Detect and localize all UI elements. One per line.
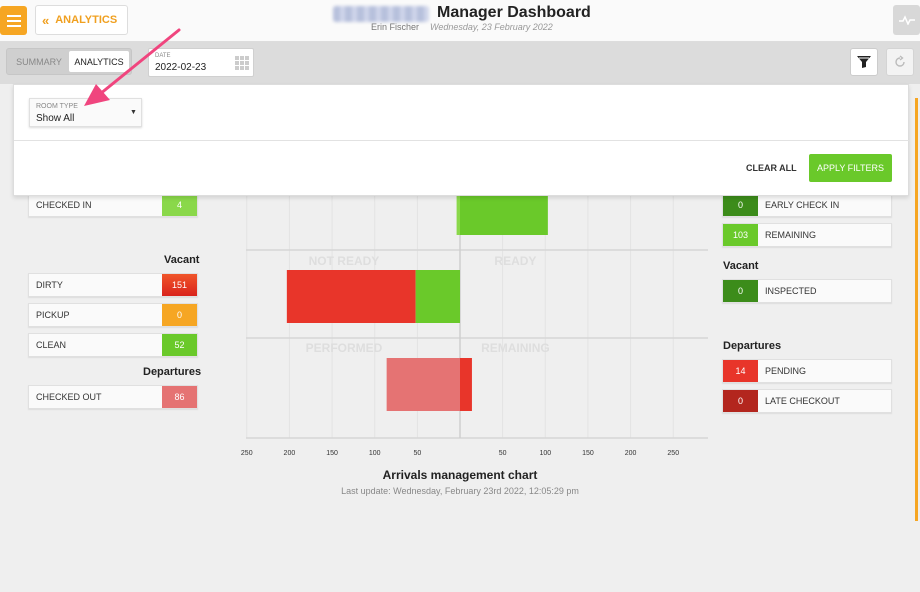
tab-summary[interactable]: SUMMARY xyxy=(16,56,62,67)
checked-in-label: CHECKED IN xyxy=(36,200,92,210)
early-check-in-value: 0 xyxy=(723,194,758,216)
toolbar xyxy=(0,42,920,84)
pickup-card: PICKUP 0 xyxy=(28,303,198,327)
x-tick-label: 150 xyxy=(582,450,594,457)
vacant-heading-left: Vacant xyxy=(164,254,200,266)
pending-value: 14 xyxy=(723,360,758,382)
remaining-label: REMAINING xyxy=(765,230,817,240)
date-label: DATE xyxy=(155,53,171,59)
page-title: Manager Dashboard xyxy=(437,4,591,21)
inspected-label: INSPECTED xyxy=(765,286,817,296)
scrollbar[interactable] xyxy=(915,98,918,521)
chart-bar xyxy=(460,358,472,411)
tab-analytics[interactable]: ANALYTICS xyxy=(69,51,129,72)
x-tick-label: 250 xyxy=(667,450,679,457)
checked-out-value: 86 xyxy=(162,386,197,408)
room-type-label: ROOM TYPE xyxy=(36,103,78,110)
filter-button[interactable] xyxy=(850,48,878,76)
pending-label: PENDING xyxy=(765,366,807,376)
x-tick-label: 150 xyxy=(326,450,338,457)
vacant-heading-right: Vacant xyxy=(723,260,759,272)
chart-title: Arrivals management chart xyxy=(382,468,538,482)
clean-value: 52 xyxy=(162,334,197,356)
late-checkout-card: 0 LATE CHECKOUT xyxy=(722,389,892,413)
pickup-label: PICKUP xyxy=(36,310,70,320)
date-value: 2022-02-23 xyxy=(155,62,207,73)
clean-card: CLEAN 52 xyxy=(28,333,198,357)
hotel-name-blurred xyxy=(333,6,429,22)
calendar-grid-icon xyxy=(235,56,249,70)
caret-down-icon: ▼ xyxy=(130,109,137,116)
refresh-icon xyxy=(895,55,905,67)
x-tick-label: 100 xyxy=(539,450,551,457)
activity-button[interactable] xyxy=(893,5,920,35)
chart-bar xyxy=(460,196,548,235)
x-tick-label: 100 xyxy=(369,450,381,457)
apply-filters-button[interactable]: APPLY FILTERS xyxy=(809,154,892,182)
x-tick-label: 50 xyxy=(499,450,507,457)
inspected-value: 0 xyxy=(723,280,758,302)
date-picker[interactable]: DATE 2022-02-23 xyxy=(148,48,254,77)
chart-bar xyxy=(286,270,416,323)
inspected-card: 0 INSPECTED xyxy=(722,279,892,303)
checked-in-value: 4 xyxy=(162,194,197,216)
pickup-value: 0 xyxy=(162,304,197,326)
back-label: ANALYTICS xyxy=(55,14,118,26)
dirty-label: DIRTY xyxy=(36,280,63,290)
activity-icon xyxy=(898,15,915,25)
group-left-label: PERFORMED xyxy=(306,341,383,355)
header-date: Wednesday, 23 February 2022 xyxy=(430,22,553,32)
filter-panel: ROOM TYPE Show All ▼ xyxy=(13,84,910,196)
late-checkout-value: 0 xyxy=(723,390,758,412)
checked-out-card: CHECKED OUT 86 xyxy=(28,385,198,409)
remaining-card: 103 REMAINING xyxy=(722,223,892,247)
x-tick-label: 200 xyxy=(625,450,637,457)
departures-heading-right: Departures xyxy=(723,340,782,352)
back-button[interactable]: « ANALYTICS xyxy=(35,5,128,35)
early-check-in-card: 0 EARLY CHECK IN xyxy=(722,193,892,217)
clear-all-button[interactable]: CLEAR ALL xyxy=(746,163,797,173)
filter-funnel-icon xyxy=(857,56,871,68)
group-right-label: READY xyxy=(494,254,536,268)
dirty-value: 151 xyxy=(162,274,197,296)
departures-heading-left: Departures xyxy=(143,366,202,378)
remaining-value: 103 xyxy=(723,224,758,246)
group-right-label: REMAINING xyxy=(481,341,550,355)
chart-bar xyxy=(456,196,460,235)
room-type-select[interactable]: ROOM TYPE Show All ▼ xyxy=(29,98,142,127)
user-name: Erin Fischer xyxy=(371,22,420,32)
chart-bar xyxy=(415,270,460,323)
x-tick-label: 200 xyxy=(284,450,296,457)
x-tick-label: 250 xyxy=(241,450,253,457)
view-tabs: SUMMARY ANALYTICS xyxy=(6,48,132,75)
group-left-label: NOT READY xyxy=(309,254,380,268)
double-chevron-left-icon: « xyxy=(42,12,49,28)
chart-bar xyxy=(386,358,460,411)
early-check-in-label: EARLY CHECK IN xyxy=(765,200,840,210)
checked-out-label: CHECKED OUT xyxy=(36,392,102,402)
x-tick-label: 50 xyxy=(413,450,421,457)
dirty-card: DIRTY 151 xyxy=(28,273,198,297)
room-type-value: Show All xyxy=(36,113,75,124)
divider xyxy=(14,140,910,141)
chart-last-update: Last update: Wednesday, February 23rd 20… xyxy=(341,486,579,496)
checked-in-card: CHECKED IN 4 xyxy=(28,193,198,217)
arrivals-chart: 250 200 150 100 50 50 100 150 200 250 NOT READY REA… xyxy=(241,190,708,457)
late-checkout-label: LATE CHECKOUT xyxy=(765,396,840,406)
hamburger-menu-icon[interactable] xyxy=(0,6,27,35)
refresh-button[interactable] xyxy=(886,48,914,76)
pending-card: 14 PENDING xyxy=(722,359,892,383)
clean-label: CLEAN xyxy=(36,340,67,350)
